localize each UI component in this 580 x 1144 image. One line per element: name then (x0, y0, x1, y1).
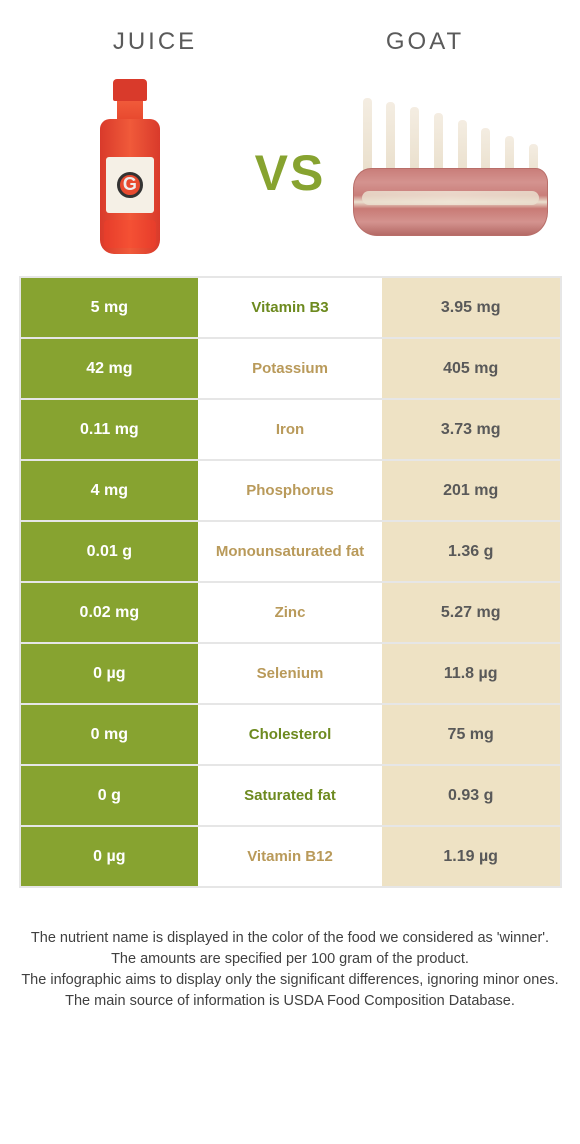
table-row: 5 mgVitamin B33.95 mg (21, 278, 560, 339)
comparison-table: 5 mgVitamin B33.95 mg42 mgPotassium405 m… (19, 276, 562, 888)
table-row: 0 gSaturated fat0.93 g (21, 766, 560, 827)
footer-line: The main source of information is USDA F… (19, 991, 562, 1012)
cell-nutrient: Vitamin B12 (198, 827, 382, 886)
cell-left: 0 µg (21, 644, 199, 703)
table-row: 4 mgPhosphorus201 mg (21, 461, 560, 522)
cell-left: 0 mg (21, 705, 199, 764)
images-row: G vs (0, 66, 580, 276)
table-row: 0 µgVitamin B121.19 µg (21, 827, 560, 888)
infographic-container: Juice Goat G vs 5 mgVitamin B33.95 mg42 … (0, 0, 580, 1012)
bottle-icon: G (100, 79, 160, 254)
cell-left: 0.01 g (21, 522, 199, 581)
footer-notes: The nutrient name is displayed in the co… (19, 928, 562, 1012)
cell-right: 75 mg (382, 705, 560, 764)
cell-nutrient: Potassium (198, 339, 382, 398)
cell-right: 0.93 g (382, 766, 560, 825)
header-left: Juice (20, 28, 290, 56)
cell-right: 3.73 mg (382, 400, 560, 459)
table-row: 0.02 mgZinc5.27 mg (21, 583, 560, 644)
cell-left: 5 mg (21, 278, 199, 337)
cell-nutrient: Saturated fat (198, 766, 382, 825)
table-row: 0.01 gMonounsaturated fat1.36 g (21, 522, 560, 583)
footer-line: The infographic aims to display only the… (19, 970, 562, 991)
cell-right: 201 mg (382, 461, 560, 520)
cell-nutrient: Selenium (198, 644, 382, 703)
juice-image: G (15, 79, 245, 254)
cell-right: 3.95 mg (382, 278, 560, 337)
header-right: Goat (290, 28, 560, 56)
vs-label: vs (245, 125, 336, 207)
cell-right: 1.36 g (382, 522, 560, 581)
cell-left: 42 mg (21, 339, 199, 398)
table-row: 0.11 mgIron3.73 mg (21, 400, 560, 461)
cell-nutrient: Monounsaturated fat (198, 522, 382, 581)
cell-left: 0 µg (21, 827, 199, 886)
table-row: 0 µgSelenium11.8 µg (21, 644, 560, 705)
footer-line: The nutrient name is displayed in the co… (19, 928, 562, 949)
rack-icon (353, 96, 548, 236)
cell-nutrient: Iron (198, 400, 382, 459)
cell-right: 11.8 µg (382, 644, 560, 703)
cell-right: 5.27 mg (382, 583, 560, 642)
cell-nutrient: Phosphorus (198, 461, 382, 520)
cell-nutrient: Vitamin B3 (198, 278, 382, 337)
goat-image (335, 96, 565, 236)
cell-left: 0.11 mg (21, 400, 199, 459)
cell-nutrient: Zinc (198, 583, 382, 642)
cell-left: 0 g (21, 766, 199, 825)
cell-nutrient: Cholesterol (198, 705, 382, 764)
footer-line: The amounts are specified per 100 gram o… (19, 949, 562, 970)
cell-left: 4 mg (21, 461, 199, 520)
cell-left: 0.02 mg (21, 583, 199, 642)
table-row: 0 mgCholesterol75 mg (21, 705, 560, 766)
headers-row: Juice Goat (0, 0, 580, 66)
cell-right: 405 mg (382, 339, 560, 398)
cell-right: 1.19 µg (382, 827, 560, 886)
table-row: 42 mgPotassium405 mg (21, 339, 560, 400)
